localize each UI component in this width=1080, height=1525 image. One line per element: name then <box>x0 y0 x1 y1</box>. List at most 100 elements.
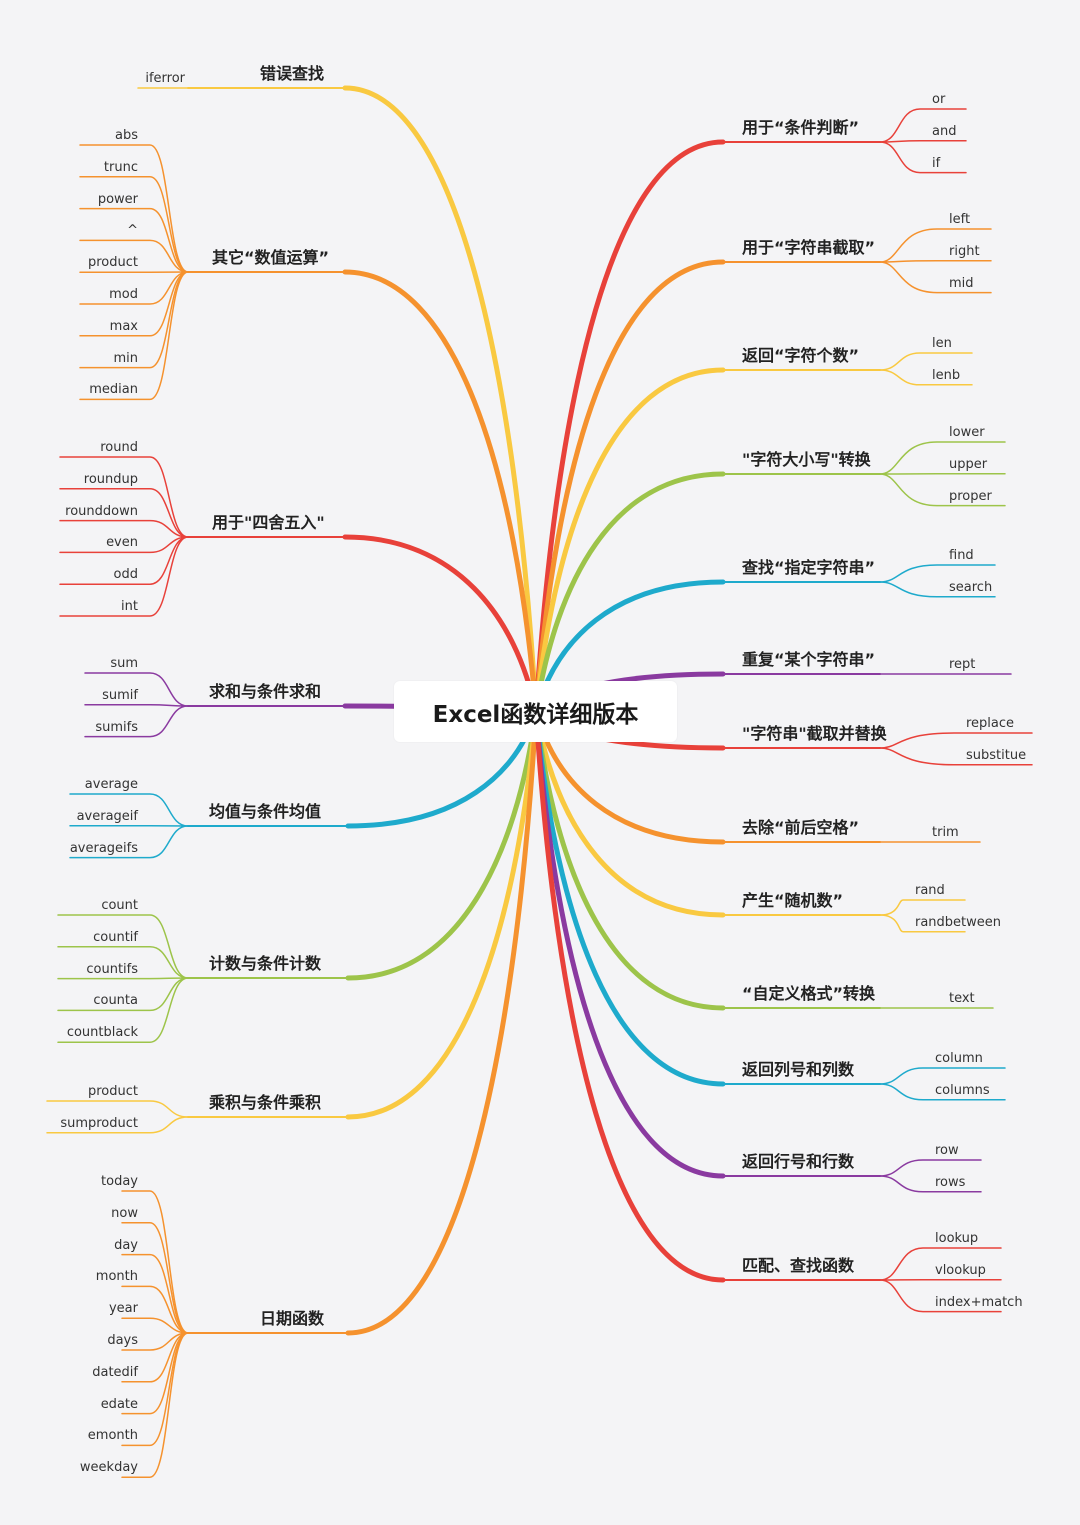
leaf-line <box>46 1116 189 1134</box>
leaf-left-2-3: power <box>97 191 138 207</box>
branch-label-right-5[interactable]: 查找“指定字符串” <box>742 558 876 577</box>
leaf-left-2-4: ^ <box>127 223 138 239</box>
branch-label-right-2[interactable]: 用于“字符串截取” <box>742 238 876 257</box>
branch-curve <box>342 534 539 715</box>
branch-label-right-6[interactable]: 重复“某个字符串” <box>742 650 876 669</box>
leaf-line <box>879 260 992 263</box>
leaf-line <box>879 441 1006 475</box>
leaf-line <box>879 369 973 386</box>
leaf-line <box>57 946 189 979</box>
leaf-right-1-1: or <box>932 92 946 107</box>
leaf-left-8-10: weekday <box>79 1460 138 1476</box>
leaf-line <box>79 239 189 273</box>
branch-label-right-11[interactable]: 返回列号和列数 <box>742 1060 855 1079</box>
leaf-right-13-2: vlookup <box>935 1262 986 1278</box>
leaf-right-9-1: rand <box>915 883 945 898</box>
leaf-right-11-2: columns <box>935 1082 990 1098</box>
leaf-line <box>69 793 189 827</box>
leaf-right-1-2: and <box>932 123 957 139</box>
branch-label-left-4[interactable]: 求和与条件求和 <box>209 682 322 701</box>
branch-curve <box>342 85 539 715</box>
leaf-right-4-1: lower <box>949 425 985 440</box>
leaf-left-2-8: min <box>113 350 138 366</box>
leaf-right-2-2: right <box>949 243 980 259</box>
branch-label-left-7[interactable]: 乘积与条件乘积 <box>209 1093 322 1112</box>
leaf-line <box>121 1222 189 1334</box>
branch-label-left-3[interactable]: 用于"四舍五入" <box>212 513 325 532</box>
branch-curve <box>533 709 726 918</box>
branch-label-left-5[interactable]: 均值与条件均值 <box>209 802 322 821</box>
branch-curve <box>533 709 726 1179</box>
leaf-left-3-1: round <box>100 440 138 455</box>
leaf-line <box>59 488 189 538</box>
leaf-line <box>79 271 189 305</box>
leaf-right-7-1: replace <box>966 716 1015 731</box>
leaf-left-8-9: emonth <box>87 1428 138 1444</box>
branch-label-left-6[interactable]: 计数与条件计数 <box>209 954 322 973</box>
branch-label-right-4[interactable]: "字符大小写"转换 <box>742 450 871 469</box>
leaf-line <box>121 1253 189 1334</box>
branch-curve <box>533 709 726 1087</box>
leaf-line <box>879 747 1033 766</box>
leaf-left-8-8: edate <box>100 1396 138 1412</box>
leaf-line <box>79 207 189 273</box>
branch-curve <box>345 709 539 1120</box>
leaf-line <box>69 825 189 859</box>
leaf-line <box>879 1083 1006 1101</box>
branch-label-right-1[interactable]: 用于“条件判断” <box>742 118 860 137</box>
leaf-left-2-7: max <box>109 318 138 334</box>
leaf-left-8-5: year <box>108 1301 138 1317</box>
leaf-line <box>57 977 189 1043</box>
leaf-line <box>84 704 189 707</box>
branch-label-right-8[interactable]: 去除“前后空格” <box>742 818 860 837</box>
leaf-left-6-4: counta <box>93 993 138 1009</box>
branch-curve <box>345 709 539 1336</box>
branch-label-left-2[interactable]: 其它“数值运算” <box>212 248 330 267</box>
leaf-line <box>879 899 966 916</box>
branch-label-right-7[interactable]: "字符串"截取并替换 <box>742 724 887 743</box>
leaf-right-4-2: upper <box>949 456 988 472</box>
leaf-right-3-2: lenb <box>932 367 961 383</box>
leaf-line <box>879 473 1006 507</box>
leaf-right-2-1: left <box>949 212 971 227</box>
leaf-right-9-2: randbetween <box>915 914 1002 930</box>
branch-curve <box>533 471 726 715</box>
leaf-line <box>59 456 189 538</box>
leaf-line <box>879 140 967 143</box>
branch-curve <box>533 139 726 715</box>
leaf-left-8-4: month <box>95 1269 138 1285</box>
branch-label-left-8[interactable]: 日期函数 <box>260 1309 325 1328</box>
leaf-line <box>121 1285 189 1334</box>
leaf-left-8-3: day <box>114 1237 138 1253</box>
leaf-line <box>46 1100 189 1118</box>
branch-label-right-9[interactable]: 产生“随机数” <box>742 891 844 910</box>
branch-label-right-10[interactable]: “自定义格式”转换 <box>742 984 876 1003</box>
leaf-right-11-1: column <box>935 1051 983 1066</box>
leaf-line <box>57 977 189 980</box>
leaf-left-4-2: sumif <box>102 687 138 703</box>
leaf-line <box>879 1279 1002 1313</box>
branch-curve <box>533 367 726 715</box>
branch-label-right-12[interactable]: 返回行号和行数 <box>742 1152 855 1171</box>
branch-label-right-13[interactable]: 匹配、查找函数 <box>742 1256 855 1275</box>
branch-label-left-1[interactable]: 错误查找 <box>260 64 325 83</box>
branch-curve <box>533 709 726 1011</box>
leaf-right-4-3: proper <box>949 488 992 504</box>
leaf-line <box>121 1317 189 1334</box>
branch-curve <box>342 269 539 715</box>
leaf-line <box>879 732 1033 749</box>
leaf-line <box>59 519 189 538</box>
leaf-left-1-1: iferror <box>145 71 185 86</box>
branch-label-right-3[interactable]: 返回“字符个数” <box>742 346 860 365</box>
leaf-line <box>879 141 967 174</box>
leaf-line <box>84 705 189 738</box>
leaf-right-12-1: row <box>935 1143 959 1158</box>
leaf-line <box>79 271 189 401</box>
leaf-line <box>879 261 992 294</box>
root-node[interactable]: Excel函数详细版本 <box>394 681 677 742</box>
leaf-left-3-3: rounddown <box>65 503 138 519</box>
leaf-right-10-1: text <box>949 991 975 1006</box>
leaf-right-5-1: find <box>949 548 974 563</box>
leaf-left-3-2: roundup <box>83 471 138 487</box>
leaf-right-13-1: lookup <box>935 1231 979 1246</box>
